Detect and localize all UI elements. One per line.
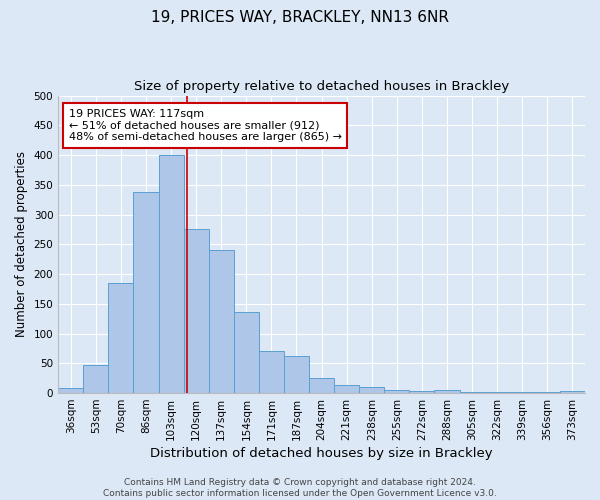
- Bar: [385, 390, 409, 393]
- Bar: [460, 392, 485, 393]
- Bar: [58, 388, 83, 393]
- Text: 19, PRICES WAY, BRACKLEY, NN13 6NR: 19, PRICES WAY, BRACKLEY, NN13 6NR: [151, 10, 449, 25]
- Bar: [535, 392, 560, 393]
- Bar: [83, 365, 109, 393]
- Bar: [109, 283, 133, 393]
- Y-axis label: Number of detached properties: Number of detached properties: [15, 152, 28, 338]
- Bar: [259, 352, 284, 393]
- Bar: [309, 378, 334, 393]
- Bar: [234, 312, 259, 393]
- Bar: [510, 392, 535, 393]
- Bar: [409, 390, 434, 393]
- Bar: [485, 392, 510, 393]
- Bar: [359, 387, 385, 393]
- Bar: [209, 250, 234, 393]
- X-axis label: Distribution of detached houses by size in Brackley: Distribution of detached houses by size …: [150, 447, 493, 460]
- Bar: [284, 356, 309, 393]
- Bar: [158, 155, 184, 393]
- Bar: [434, 390, 460, 393]
- Text: 19 PRICES WAY: 117sqm
← 51% of detached houses are smaller (912)
48% of semi-det: 19 PRICES WAY: 117sqm ← 51% of detached …: [69, 109, 342, 142]
- Bar: [184, 230, 209, 393]
- Title: Size of property relative to detached houses in Brackley: Size of property relative to detached ho…: [134, 80, 509, 93]
- Bar: [560, 390, 585, 393]
- Bar: [334, 386, 359, 393]
- Text: Contains HM Land Registry data © Crown copyright and database right 2024.
Contai: Contains HM Land Registry data © Crown c…: [103, 478, 497, 498]
- Bar: [133, 192, 158, 393]
